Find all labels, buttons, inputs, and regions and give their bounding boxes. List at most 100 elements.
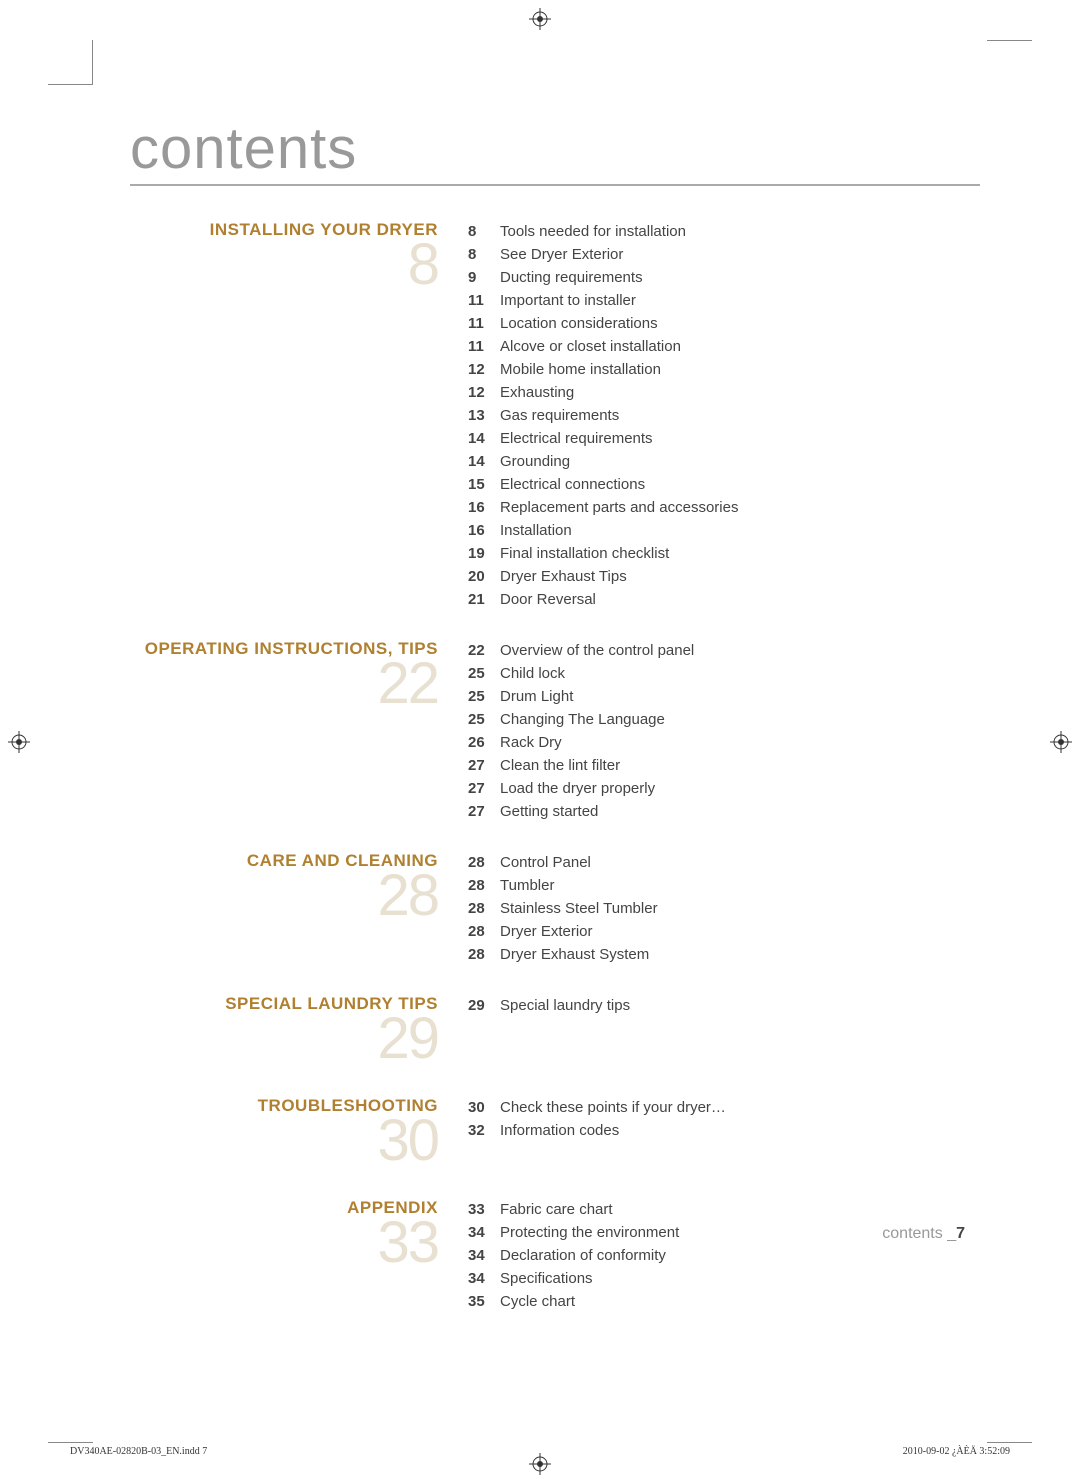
toc-entry-page: 27	[468, 777, 500, 800]
toc-entry-text: See Dryer Exterior	[500, 243, 980, 266]
toc-entry-text: Information codes	[500, 1119, 980, 1142]
toc-entry-text: Fabric care chart	[500, 1198, 980, 1221]
toc-entry-text: Getting started	[500, 800, 980, 823]
toc-entry-page: 11	[468, 312, 500, 335]
toc-section: OPERATING INSTRUCTIONS, TIPS2222Overview…	[130, 639, 980, 823]
toc-entry-page: 11	[468, 335, 500, 358]
toc-entry: 27Clean the lint filter	[468, 754, 980, 777]
toc-section: SPECIAL LAUNDRY TIPS2929Special laundry …	[130, 994, 980, 1068]
toc-entry: 13Gas requirements	[468, 404, 980, 427]
toc-entry: 28Control Panel	[468, 851, 980, 874]
toc-entry: 26Rack Dry	[468, 731, 980, 754]
toc-entry-text: Electrical requirements	[500, 427, 980, 450]
toc-entry-text: Electrical connections	[500, 473, 980, 496]
toc-entry-text: Child lock	[500, 662, 980, 685]
toc-entry-page: 9	[468, 266, 500, 289]
page-content: contents INSTALLING YOUR DRYER88Tools ne…	[130, 115, 980, 1341]
toc-entry: 28Stainless Steel Tumbler	[468, 897, 980, 920]
toc-entry-text: Drum Light	[500, 685, 980, 708]
print-footer: DV340AE-02820B-03_EN.indd 7 2010-09-02 ¿…	[70, 1446, 1010, 1457]
toc-entry-page: 25	[468, 708, 500, 731]
toc-entry-text: Gas requirements	[500, 404, 980, 427]
section-entries: 8Tools needed for installation8See Dryer…	[468, 220, 980, 611]
toc-entry-page: 27	[468, 800, 500, 823]
toc-entry: 25Child lock	[468, 662, 980, 685]
toc-entry: 27Getting started	[468, 800, 980, 823]
toc-entry-text: Tools needed for installation	[500, 220, 980, 243]
toc-entry-page: 34	[468, 1244, 500, 1267]
section-entries: 28Control Panel28Tumbler28Stainless Stee…	[468, 851, 980, 966]
toc-entry-page: 30	[468, 1096, 500, 1119]
toc-entry-text: Rack Dry	[500, 731, 980, 754]
toc-entry-text: Clean the lint filter	[500, 754, 980, 777]
toc-entry: 28Dryer Exterior	[468, 920, 980, 943]
toc-entry: 11Alcove or closet installation	[468, 335, 980, 358]
sections-container: INSTALLING YOUR DRYER88Tools needed for …	[130, 220, 980, 1313]
toc-entry-page: 8	[468, 220, 500, 243]
toc-entry: 9Ducting requirements	[468, 266, 980, 289]
toc-section: TROUBLESHOOTING3030Check these points if…	[130, 1096, 980, 1170]
toc-entry: 25Changing The Language	[468, 708, 980, 731]
toc-entry-page: 14	[468, 427, 500, 450]
toc-entry-page: 22	[468, 639, 500, 662]
toc-entry-text: Dryer Exhaust Tips	[500, 565, 980, 588]
footer-label: contents _7	[882, 1225, 965, 1243]
toc-entry-text: Stainless Steel Tumbler	[500, 897, 980, 920]
toc-entry-text: Changing The Language	[500, 708, 980, 731]
toc-entry: 30Check these points if your dryer…	[468, 1096, 980, 1119]
print-footer-right: 2010-09-02 ¿ÀÈÄ 3:52:09	[903, 1446, 1010, 1457]
toc-entry-text: Cycle chart	[500, 1290, 980, 1313]
toc-entry-text: Dryer Exterior	[500, 920, 980, 943]
toc-entry-text: Ducting requirements	[500, 266, 980, 289]
registration-mark-right-icon	[1050, 731, 1072, 753]
section-left-column: CARE AND CLEANING28	[130, 851, 468, 966]
toc-entry-text: Special laundry tips	[500, 994, 980, 1017]
section-entries: 30Check these points if your dryer…32Inf…	[468, 1096, 980, 1170]
toc-entry-page: 21	[468, 588, 500, 611]
section-entries: 29Special laundry tips	[468, 994, 980, 1068]
toc-entry-page: 28	[468, 897, 500, 920]
toc-entry-text: Tumbler	[500, 874, 980, 897]
toc-entry: 28Tumbler	[468, 874, 980, 897]
toc-entry-page: 28	[468, 920, 500, 943]
section-left-column: INSTALLING YOUR DRYER8	[130, 220, 468, 611]
toc-entry-text: Door Reversal	[500, 588, 980, 611]
toc-entry: 16Replacement parts and accessories	[468, 496, 980, 519]
toc-entry-page: 34	[468, 1267, 500, 1290]
toc-entry-page: 11	[468, 289, 500, 312]
toc-entry: 33Fabric care chart	[468, 1198, 980, 1221]
crop-mark-bottom-right	[987, 1442, 1032, 1443]
toc-entry-page: 32	[468, 1119, 500, 1142]
toc-entry: 14Electrical requirements	[468, 427, 980, 450]
toc-entry-text: Grounding	[500, 450, 980, 473]
page-title: contents	[130, 115, 980, 186]
section-number: 33	[130, 1214, 438, 1272]
toc-entry-page: 25	[468, 685, 500, 708]
toc-entry: 15Electrical connections	[468, 473, 980, 496]
toc-entry-page: 8	[468, 243, 500, 266]
section-left-column: OPERATING INSTRUCTIONS, TIPS22	[130, 639, 468, 823]
toc-entry: 8Tools needed for installation	[468, 220, 980, 243]
toc-entry-page: 16	[468, 496, 500, 519]
section-number: 28	[130, 867, 438, 925]
toc-entry-page: 28	[468, 874, 500, 897]
toc-entry-page: 13	[468, 404, 500, 427]
toc-entry-text: Specifications	[500, 1267, 980, 1290]
toc-entry: 14Grounding	[468, 450, 980, 473]
section-number: 29	[130, 1010, 438, 1068]
toc-entry: 8See Dryer Exterior	[468, 243, 980, 266]
toc-entry-page: 28	[468, 943, 500, 966]
toc-entry: 32Information codes	[468, 1119, 980, 1142]
toc-entry: 21Door Reversal	[468, 588, 980, 611]
toc-entry-text: Final installation checklist	[500, 542, 980, 565]
toc-entry: 25Drum Light	[468, 685, 980, 708]
toc-entry-page: 25	[468, 662, 500, 685]
toc-entry-page: 34	[468, 1221, 500, 1244]
section-entries: 22Overview of the control panel25Child l…	[468, 639, 980, 823]
toc-entry-text: Exhausting	[500, 381, 980, 404]
toc-entry: 35Cycle chart	[468, 1290, 980, 1313]
toc-entry-text: Control Panel	[500, 851, 980, 874]
crop-mark-top-right	[987, 40, 1032, 41]
crop-mark-top-left	[48, 40, 93, 85]
toc-entry-page: 28	[468, 851, 500, 874]
